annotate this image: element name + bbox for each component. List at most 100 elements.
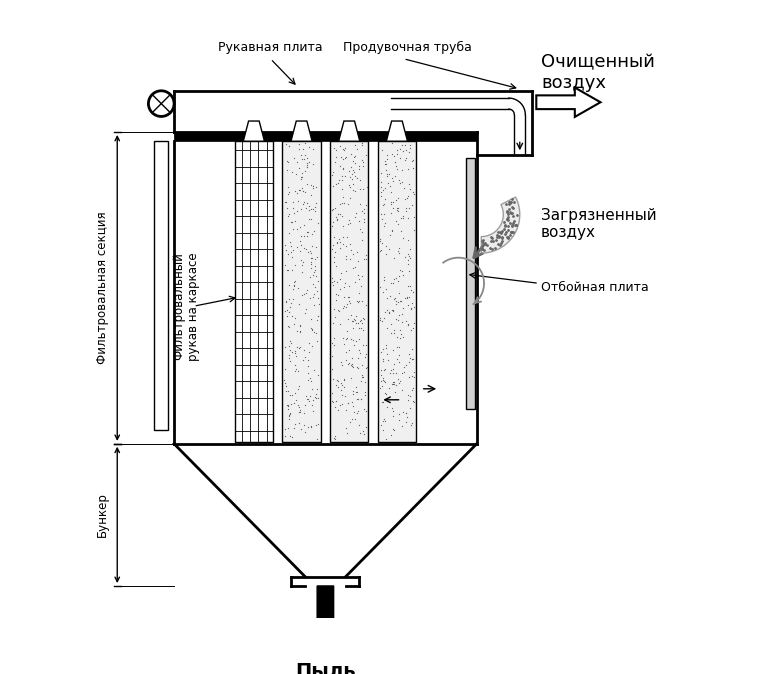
Point <box>402 255 414 266</box>
Point <box>357 370 369 381</box>
Point <box>393 356 405 367</box>
Point <box>283 186 296 197</box>
Point <box>399 140 411 150</box>
Point <box>392 193 404 204</box>
Point <box>337 153 350 164</box>
Point <box>346 414 358 425</box>
Point <box>402 191 414 202</box>
Point <box>334 237 346 247</box>
Point <box>297 355 310 365</box>
Point <box>279 197 291 208</box>
Point <box>301 285 313 296</box>
Point <box>335 268 347 278</box>
Point <box>340 152 353 162</box>
Point <box>302 421 314 432</box>
Point <box>291 224 303 235</box>
Point <box>303 361 315 371</box>
Point <box>306 241 318 251</box>
Point <box>397 140 409 150</box>
Bar <box>154 142 168 430</box>
Point <box>345 360 357 371</box>
Point <box>340 253 353 264</box>
Point <box>407 382 419 393</box>
Point <box>329 431 341 442</box>
Point <box>338 373 350 384</box>
Point <box>341 299 353 309</box>
Point <box>353 274 365 284</box>
Point <box>303 347 316 358</box>
Point <box>302 368 314 379</box>
Point <box>360 150 372 160</box>
Point <box>328 232 340 243</box>
Point <box>396 316 408 327</box>
Point <box>388 151 400 162</box>
Point <box>389 293 401 304</box>
Point <box>331 214 343 225</box>
Point <box>282 210 294 221</box>
Point <box>346 361 358 372</box>
Point <box>408 188 420 199</box>
Point <box>300 162 313 173</box>
Point <box>380 322 393 333</box>
Point <box>373 282 386 293</box>
Point <box>393 296 406 307</box>
Point <box>356 270 368 281</box>
Text: Продувочная труба: Продувочная труба <box>343 41 472 54</box>
Point <box>352 352 364 363</box>
Point <box>328 340 340 350</box>
Point <box>381 154 393 164</box>
Point <box>300 288 313 299</box>
Point <box>384 186 397 197</box>
Point <box>360 421 373 432</box>
Point <box>396 420 408 431</box>
Point <box>393 247 405 258</box>
Point <box>303 272 316 282</box>
Point <box>386 138 398 149</box>
Point <box>336 390 348 400</box>
Point <box>379 388 391 399</box>
Point <box>281 164 293 175</box>
Point <box>286 166 298 177</box>
Point <box>297 186 310 197</box>
Point <box>384 198 397 209</box>
Point <box>302 247 314 257</box>
Point <box>289 348 301 359</box>
Point <box>357 157 370 168</box>
Point <box>399 154 411 165</box>
Point <box>387 197 400 208</box>
Point <box>352 256 364 267</box>
Point <box>387 253 400 264</box>
Point <box>399 293 411 303</box>
Point <box>377 416 390 427</box>
Point <box>292 195 304 206</box>
Point <box>292 365 304 376</box>
Point <box>306 384 318 394</box>
Point <box>381 348 393 359</box>
Point <box>327 433 340 443</box>
Point <box>343 358 355 369</box>
Point <box>391 245 403 256</box>
Point <box>375 346 387 357</box>
Point <box>288 398 300 408</box>
Point <box>299 150 311 161</box>
Point <box>331 237 343 247</box>
Point <box>340 251 352 262</box>
Point <box>341 359 353 370</box>
Point <box>283 301 296 312</box>
Point <box>311 392 323 403</box>
Point <box>330 379 343 390</box>
Point <box>347 179 360 190</box>
Point <box>279 306 291 317</box>
Point <box>285 216 297 227</box>
Point <box>334 141 346 152</box>
Point <box>343 345 355 356</box>
Point <box>287 203 300 214</box>
Point <box>356 317 368 328</box>
Point <box>304 420 316 431</box>
Point <box>310 393 323 404</box>
Point <box>281 400 293 410</box>
Bar <box>466 158 475 409</box>
Point <box>380 241 392 251</box>
Point <box>360 362 373 373</box>
Point <box>384 318 397 329</box>
